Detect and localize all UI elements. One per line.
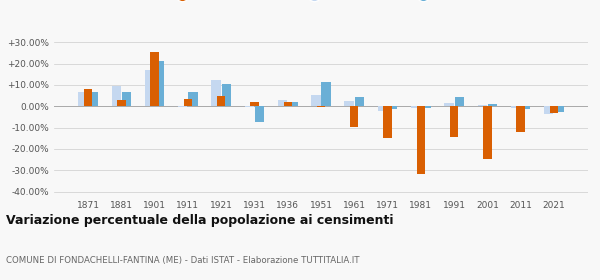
Bar (184, 99, 192, 106)
Bar (511, 106, 520, 108)
Bar (255, 106, 264, 122)
Bar (350, 106, 358, 127)
Bar (521, 106, 530, 109)
Bar (278, 100, 287, 106)
Bar (517, 106, 525, 132)
Bar (250, 102, 259, 106)
Bar (445, 103, 454, 106)
Text: COMUNE DI FONDACHELLI-FANTINA (ME) - Dati ISTAT - Elaborazione TUTTITALIA.IT: COMUNE DI FONDACHELLI-FANTINA (ME) - Dat… (6, 256, 359, 265)
Text: Variazione percentuale della popolazione ai censimenti: Variazione percentuale della popolazione… (6, 214, 394, 227)
Bar (317, 106, 325, 107)
Bar (211, 80, 221, 106)
Bar (344, 101, 354, 106)
Bar (122, 92, 131, 106)
Bar (117, 100, 125, 106)
Bar (550, 106, 558, 113)
Bar (378, 106, 387, 111)
Bar (388, 106, 397, 109)
Bar (478, 105, 487, 106)
Bar (84, 89, 92, 106)
Bar (178, 106, 187, 107)
Bar (455, 97, 464, 106)
Bar (245, 106, 254, 107)
Bar (544, 106, 553, 114)
Bar (311, 95, 320, 106)
Bar (450, 106, 458, 137)
Bar (554, 106, 564, 112)
Bar (112, 86, 121, 106)
Bar (145, 70, 154, 106)
Bar (288, 102, 298, 106)
Bar (78, 92, 88, 106)
Bar (416, 106, 425, 174)
Bar (383, 106, 392, 138)
Bar (151, 52, 159, 106)
Bar (221, 84, 231, 106)
Bar (284, 102, 292, 106)
Bar (322, 82, 331, 106)
Bar (188, 92, 197, 106)
Bar (421, 106, 431, 108)
Legend: Fondachelli-Fantina, Provincia di ME, Sicilia: Fondachelli-Fantina, Provincia di ME, Si… (177, 0, 465, 1)
Bar (355, 97, 364, 106)
Bar (483, 106, 491, 158)
Bar (411, 106, 421, 108)
Bar (155, 61, 164, 106)
Bar (89, 92, 98, 106)
Bar (488, 104, 497, 106)
Bar (217, 95, 226, 106)
